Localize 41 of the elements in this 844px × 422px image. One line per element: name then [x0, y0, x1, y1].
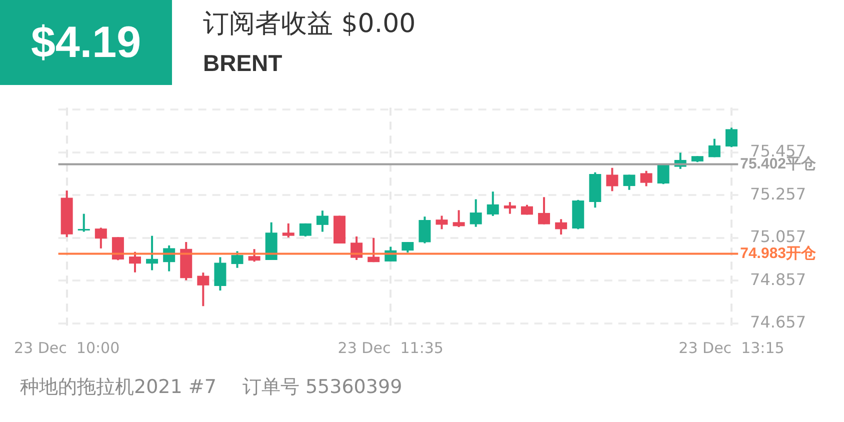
candlestick [316, 210, 328, 233]
candlestick [504, 201, 516, 215]
candlestick [78, 212, 90, 233]
candlestick [402, 241, 414, 254]
candlestick [486, 190, 499, 217]
candlestick [197, 272, 210, 308]
candlestick [657, 163, 670, 186]
candlestick [538, 196, 550, 226]
candlestick [214, 256, 226, 292]
y-tick-label: 75.057 [750, 227, 806, 246]
candlestick [436, 214, 448, 230]
x-tick-label: 23 Dec 10:00 [14, 338, 120, 357]
x-tick-label: 23 Dec 13:15 [678, 338, 784, 357]
candlestick [725, 126, 738, 148]
chart-subtitle: BRENT [203, 50, 282, 77]
candlestick [640, 170, 652, 188]
candlestick [146, 234, 158, 272]
candlestick [368, 236, 380, 264]
chart-title: 订阅者收益 $0.00 [203, 8, 416, 41]
text: $4.19 [0, 0, 172, 85]
text: 订单号 55360399 [242, 376, 402, 398]
candlestick [282, 222, 294, 239]
candlestick [470, 198, 482, 228]
candlestick [555, 218, 568, 236]
candlestick [112, 236, 124, 262]
candlestick [452, 209, 465, 228]
text: 种地的拖拉机2021 #7 [20, 376, 216, 398]
candlestick [231, 250, 244, 269]
candlestick [623, 174, 636, 191]
candlestick [708, 138, 720, 158]
candlestick [94, 226, 107, 250]
ref-line-label: 74.983开仓 [740, 244, 817, 262]
candlestick [128, 250, 141, 274]
candlestick [299, 222, 312, 238]
candlestick [418, 216, 431, 244]
y-tick-label: 74.857 [750, 270, 806, 289]
candlestick [606, 166, 618, 192]
y-tick-label: 74.657 [750, 312, 806, 332]
x-tick-label: 23 Dec 11:35 [338, 338, 444, 357]
y-tick-label: 75.257 [750, 184, 806, 204]
candlestick [248, 248, 260, 263]
